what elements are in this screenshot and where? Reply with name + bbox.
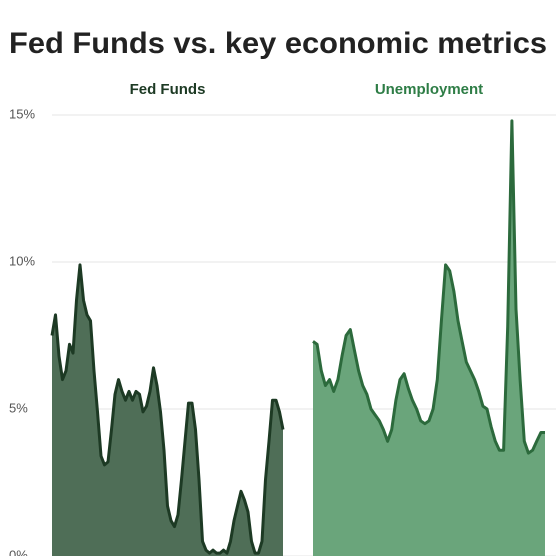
y-tick-label: 15% bbox=[9, 106, 35, 121]
area bbox=[313, 120, 545, 556]
area bbox=[52, 264, 283, 556]
panel-title: Fed Funds bbox=[130, 81, 206, 98]
y-tick-label: 10% bbox=[9, 253, 35, 268]
line bbox=[312, 119, 545, 455]
panel-title: Unemployment bbox=[375, 81, 483, 98]
y-tick-label: 0% bbox=[9, 547, 28, 556]
chart-title: Fed Funds vs. key economic metrics bbox=[9, 27, 547, 60]
y-tick-label: 5% bbox=[9, 400, 28, 415]
line bbox=[50, 263, 285, 555]
